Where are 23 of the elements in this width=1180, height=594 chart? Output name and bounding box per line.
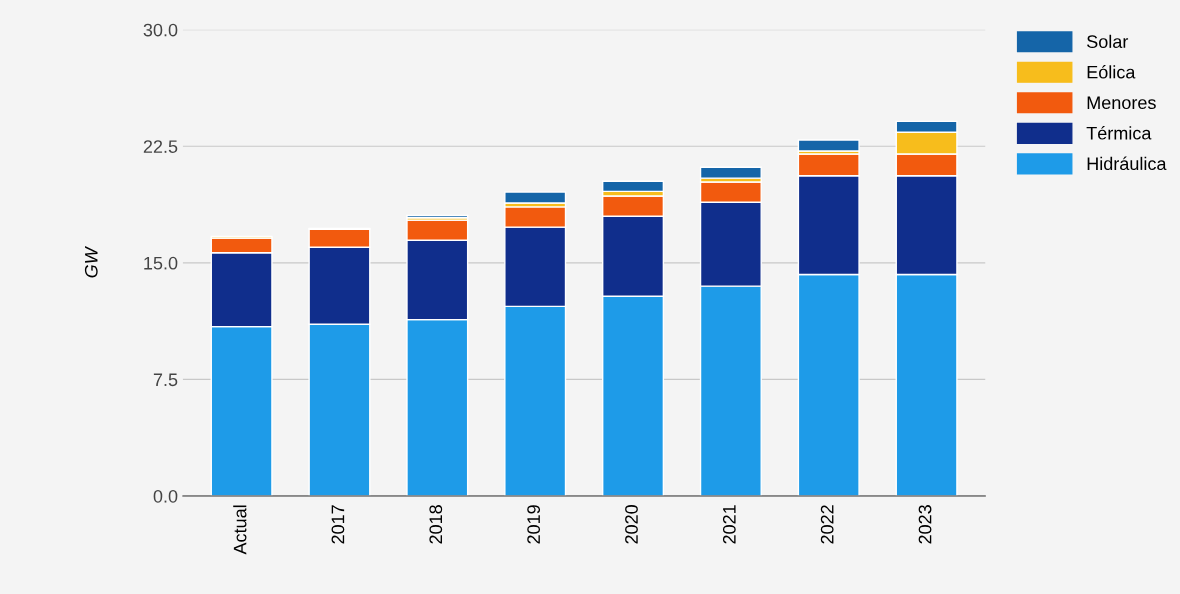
y-tick-label: 7.5 (153, 373, 178, 387)
x-tick-label: 2020 (625, 505, 638, 544)
y-tick-label: 22.5 (143, 140, 178, 153)
legend-label: Eólica (1087, 65, 1136, 79)
x-tick-label: 2019 (527, 505, 541, 544)
legend-label: Menores (1087, 96, 1156, 110)
y-tick-label: 30.0 (143, 23, 178, 37)
y-axis-title: GW (84, 245, 98, 278)
x-tick-label: 2021 (722, 505, 736, 544)
y-tick-label: 15.0 (144, 256, 178, 270)
x-tick-label: 2022 (820, 505, 834, 544)
x-tick-label: 2018 (429, 505, 443, 544)
x-tick-label: 2023 (918, 505, 932, 544)
x-tick-label: 2017 (331, 505, 345, 544)
bar (699, 166, 762, 179)
legend-label: Térmica (1086, 126, 1152, 140)
legend-label: Solar (1087, 34, 1129, 49)
bar (504, 191, 567, 204)
y-tick-label: 0.0 (153, 489, 178, 503)
legend-label: Hidráulica (1087, 156, 1167, 171)
bar (601, 180, 665, 193)
x-tick-label: Actual (233, 505, 247, 555)
bar (797, 139, 860, 152)
